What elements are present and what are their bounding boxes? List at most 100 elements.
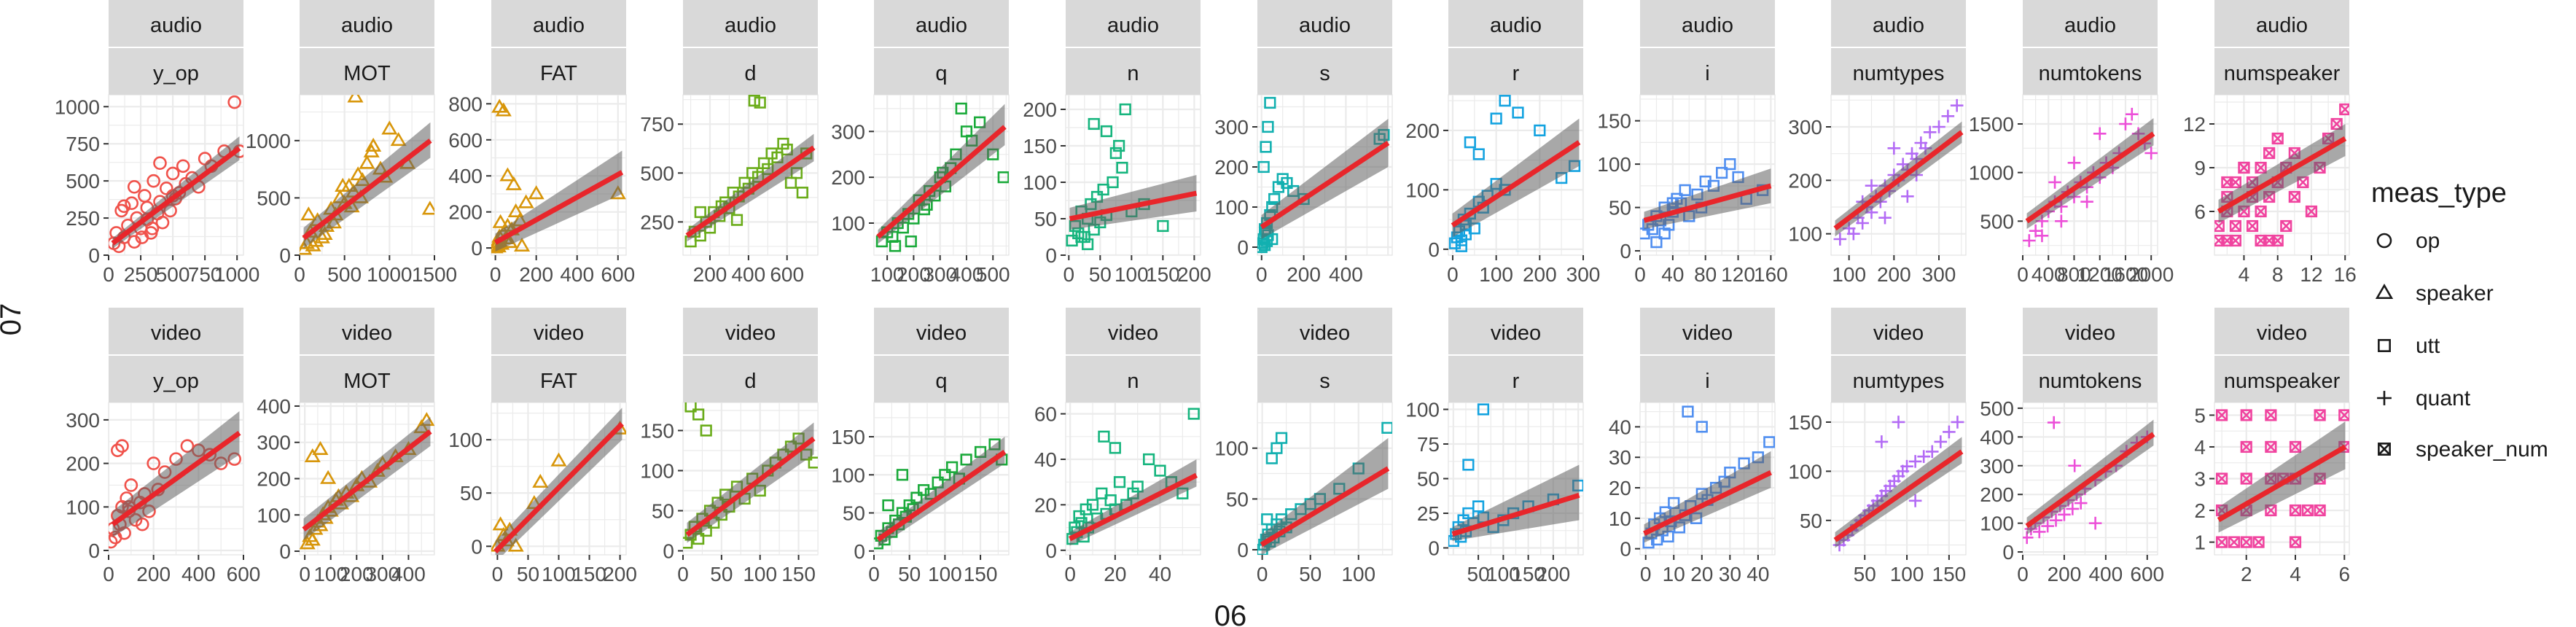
data-point	[2288, 190, 2300, 203]
strip-col-label: numtypes	[1853, 62, 1945, 85]
x-tick-label: 120	[1721, 263, 1755, 286]
x-tick-label: 1000	[367, 263, 412, 286]
y-tick-label: 0	[2002, 541, 2014, 564]
data-point	[2240, 472, 2252, 485]
fit	[685, 422, 816, 543]
x-tick-label: 0	[1063, 263, 1075, 286]
strip-col	[491, 48, 626, 95]
data-point	[127, 179, 141, 194]
data-point	[2047, 416, 2061, 429]
data-point	[1448, 237, 1461, 249]
data-point	[312, 440, 329, 455]
y-tick-label: 300	[66, 409, 100, 432]
y-tick-label: 200	[1214, 156, 1249, 179]
y-tick-label: 0	[471, 535, 483, 558]
y-tick-label: 300	[257, 432, 291, 454]
legend-label: speaker_num	[2416, 437, 2548, 462]
fit	[1833, 121, 1964, 237]
data-point	[1260, 141, 1272, 153]
x-tick-label: 200	[1877, 263, 1911, 286]
data-point	[1917, 450, 1930, 463]
x-axis: 0 50 100 150	[677, 555, 816, 585]
data-point	[1901, 190, 1914, 203]
data-point	[2289, 536, 2302, 548]
x-tick-label: 300	[923, 263, 957, 286]
x-tick-label: 250	[124, 263, 158, 286]
y-tick-label: 150	[831, 426, 865, 448]
x-tick-label: 100	[1479, 263, 1513, 286]
y-axis: 0 250 500 750 1000	[55, 96, 109, 267]
y-tick-label: 300	[1788, 116, 1822, 139]
strip-col	[300, 356, 434, 402]
y-tick-label: 100	[831, 464, 865, 486]
y-tick-label: 100	[1214, 437, 1249, 460]
panel-video-numtypes: video numtypes 50 100 150 50 100 150	[1788, 308, 1967, 585]
data-point	[335, 177, 351, 192]
x-tick-label: 0	[1640, 563, 1652, 585]
data-point	[1106, 176, 1119, 189]
data-point	[155, 215, 170, 230]
y-tick-label: 500	[1980, 210, 2014, 233]
data-point	[124, 478, 138, 492]
strip-row	[109, 0, 243, 47]
x-tick-label: 0	[1634, 263, 1646, 286]
y-tick-label: 400	[1980, 426, 2014, 448]
data-point	[550, 452, 567, 467]
y-tick-label: 300	[1980, 455, 2014, 478]
strip-row	[2214, 0, 2349, 47]
strip-row-label: audio	[341, 14, 393, 37]
y-tick-label: 0	[1237, 539, 1249, 561]
data-point	[2265, 440, 2277, 453]
data-point	[1875, 435, 1889, 448]
x-axis: 2 4 6	[2241, 555, 2350, 585]
data-point	[1941, 109, 1955, 123]
data-point	[2055, 214, 2068, 228]
x-tick-label: 400	[1329, 263, 1363, 286]
strip-col	[1640, 356, 1775, 402]
data-point	[227, 95, 241, 109]
panel-video-numtokens: video numtokens 0 200 400 600 0 100 200 300 400 500	[1980, 308, 2164, 585]
data-point	[2093, 127, 2107, 141]
x-tick-label: 100	[870, 263, 905, 286]
y-tick-label: 200	[257, 468, 291, 491]
fit-line	[111, 146, 241, 246]
y-tick-label: 9	[2194, 157, 2206, 179]
data-point	[2255, 234, 2267, 247]
x-tick-label: 200	[519, 263, 553, 286]
data-point	[1908, 455, 1922, 468]
strip-col	[1066, 48, 1201, 95]
strip-row	[683, 308, 818, 354]
y-tick-label: 100	[1788, 460, 1822, 483]
y-tick-label: 200	[1788, 169, 1822, 192]
x-axis: 0 50 100 150	[868, 555, 997, 585]
x-tick-label: 100	[928, 563, 962, 585]
grid	[109, 95, 243, 255]
fit-line	[1069, 190, 1198, 222]
y-tick-label: 40	[1609, 416, 1631, 438]
strip-row	[1448, 0, 1583, 47]
data-point	[1275, 432, 1288, 444]
data-point	[2271, 132, 2284, 145]
data-point	[492, 516, 509, 531]
strip-col-label: i	[1705, 62, 1709, 85]
x-tick-label: 50	[1299, 563, 1322, 585]
data-point	[1464, 136, 1476, 149]
grid	[874, 402, 1009, 555]
data-point	[2074, 496, 2088, 510]
strip-col-label: r	[1513, 62, 1520, 85]
data-point	[2023, 234, 2036, 247]
y-tick-label: 300	[831, 120, 865, 143]
data-point	[2238, 161, 2250, 174]
fit-line	[2217, 136, 2347, 214]
data-point	[117, 199, 131, 214]
data-point	[1260, 235, 1273, 247]
y-tick-label: 50	[652, 500, 674, 523]
x-axis: 0 500 1000 1500	[294, 255, 457, 286]
